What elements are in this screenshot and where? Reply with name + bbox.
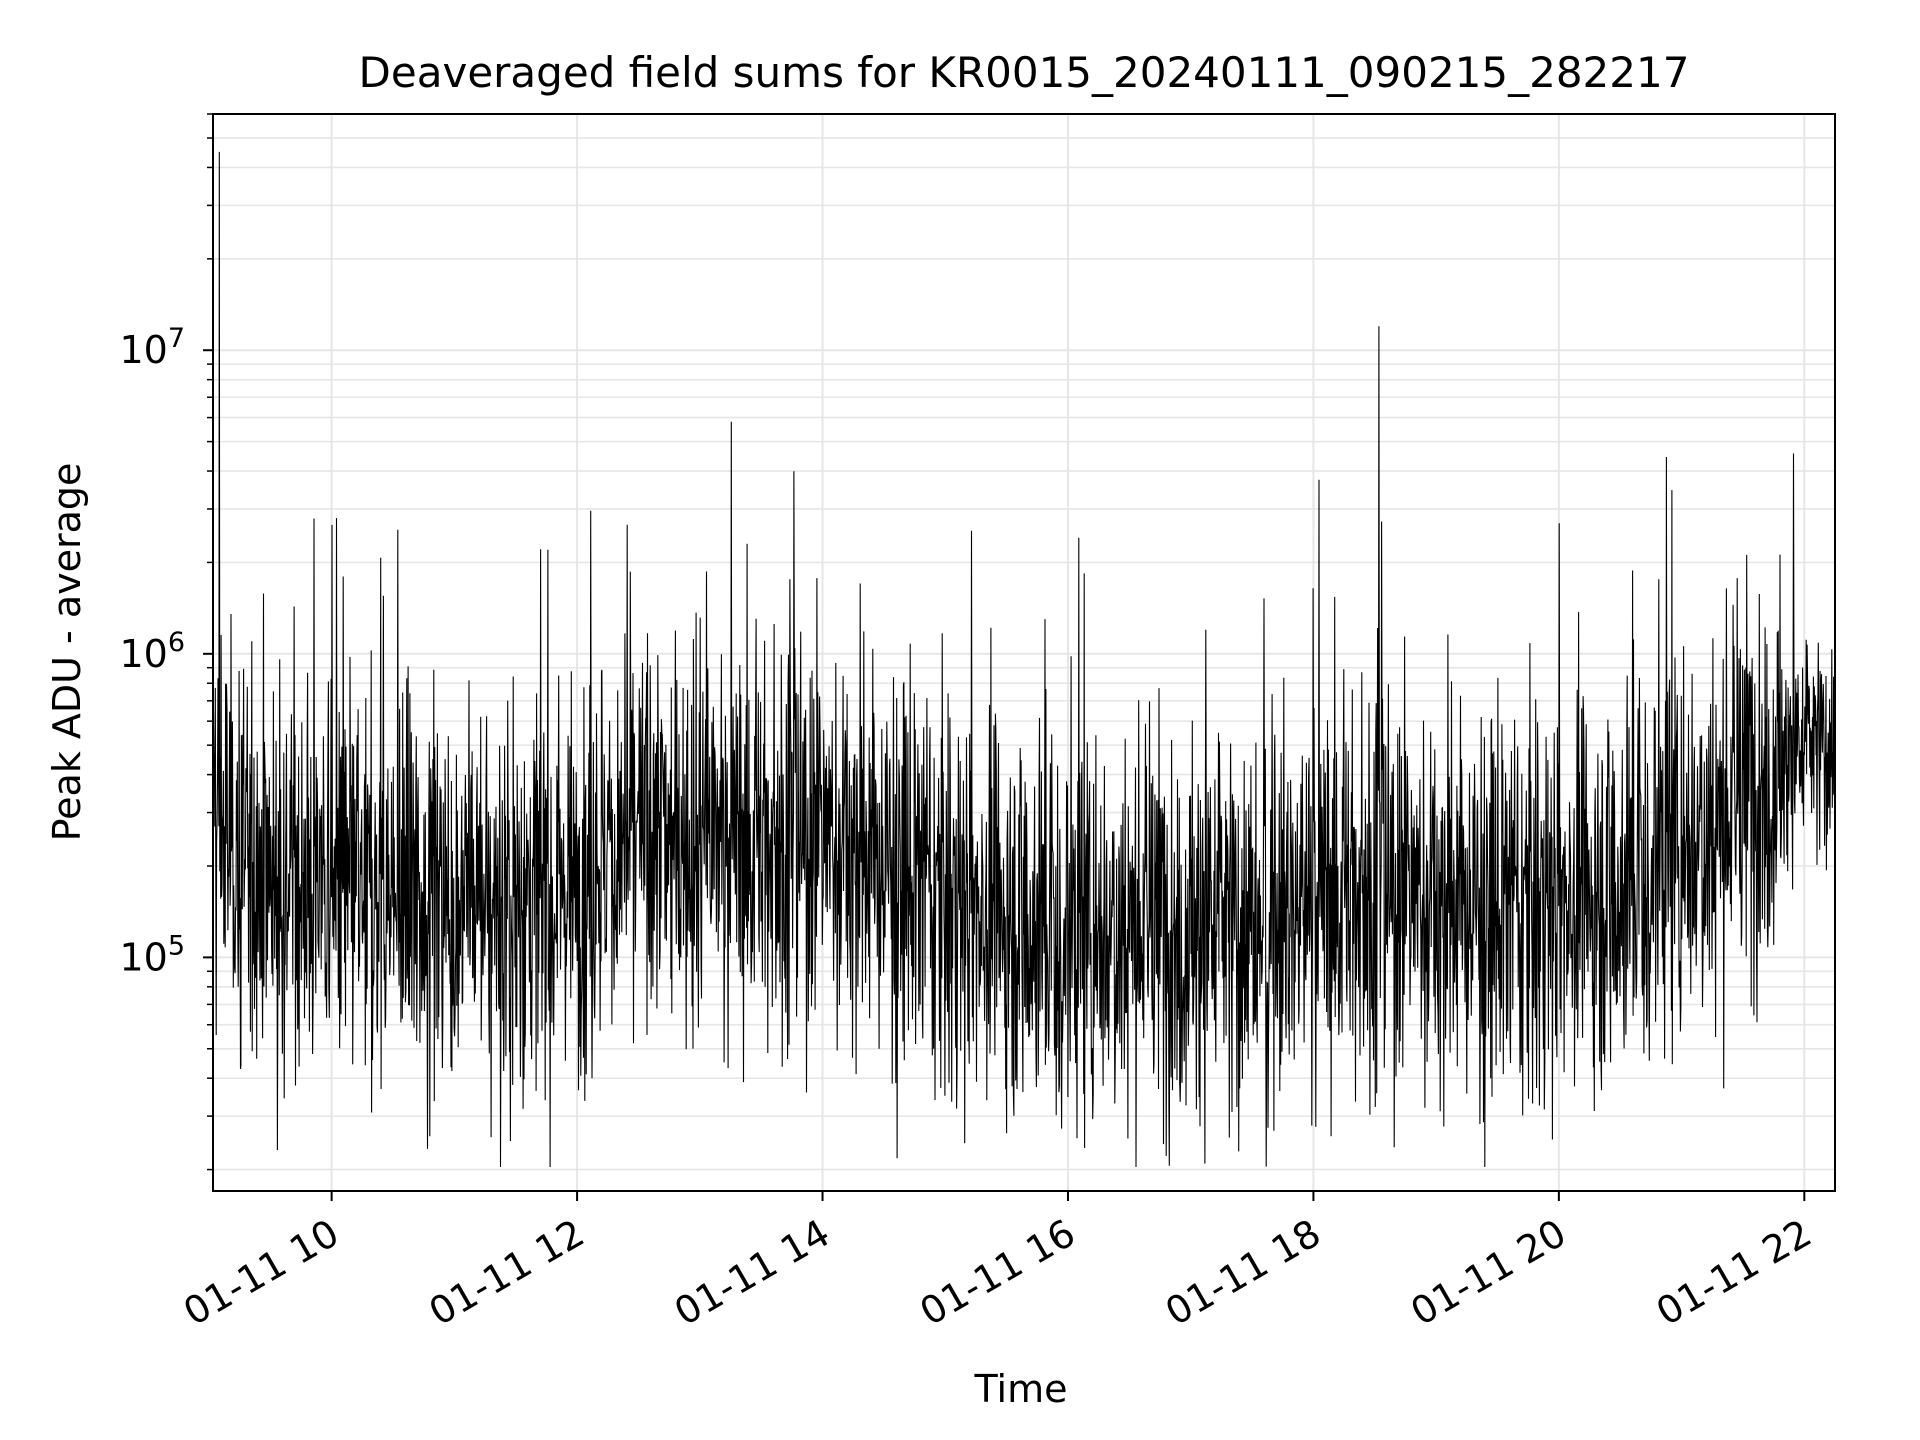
y-tick-label: 107: [119, 323, 185, 372]
x-axis-label: Time: [974, 1367, 1068, 1411]
y-tick-label: 106: [119, 627, 185, 676]
plot-frame: [212, 113, 1836, 1192]
series-line: [213, 151, 1835, 1168]
y-tick-label: 105: [119, 930, 185, 979]
chart-title: Deaveraged field sums for KR0015_2024011…: [359, 48, 1690, 97]
data-series: [213, 151, 1835, 1168]
y-axis-label: Peak ADU - average: [45, 463, 89, 842]
